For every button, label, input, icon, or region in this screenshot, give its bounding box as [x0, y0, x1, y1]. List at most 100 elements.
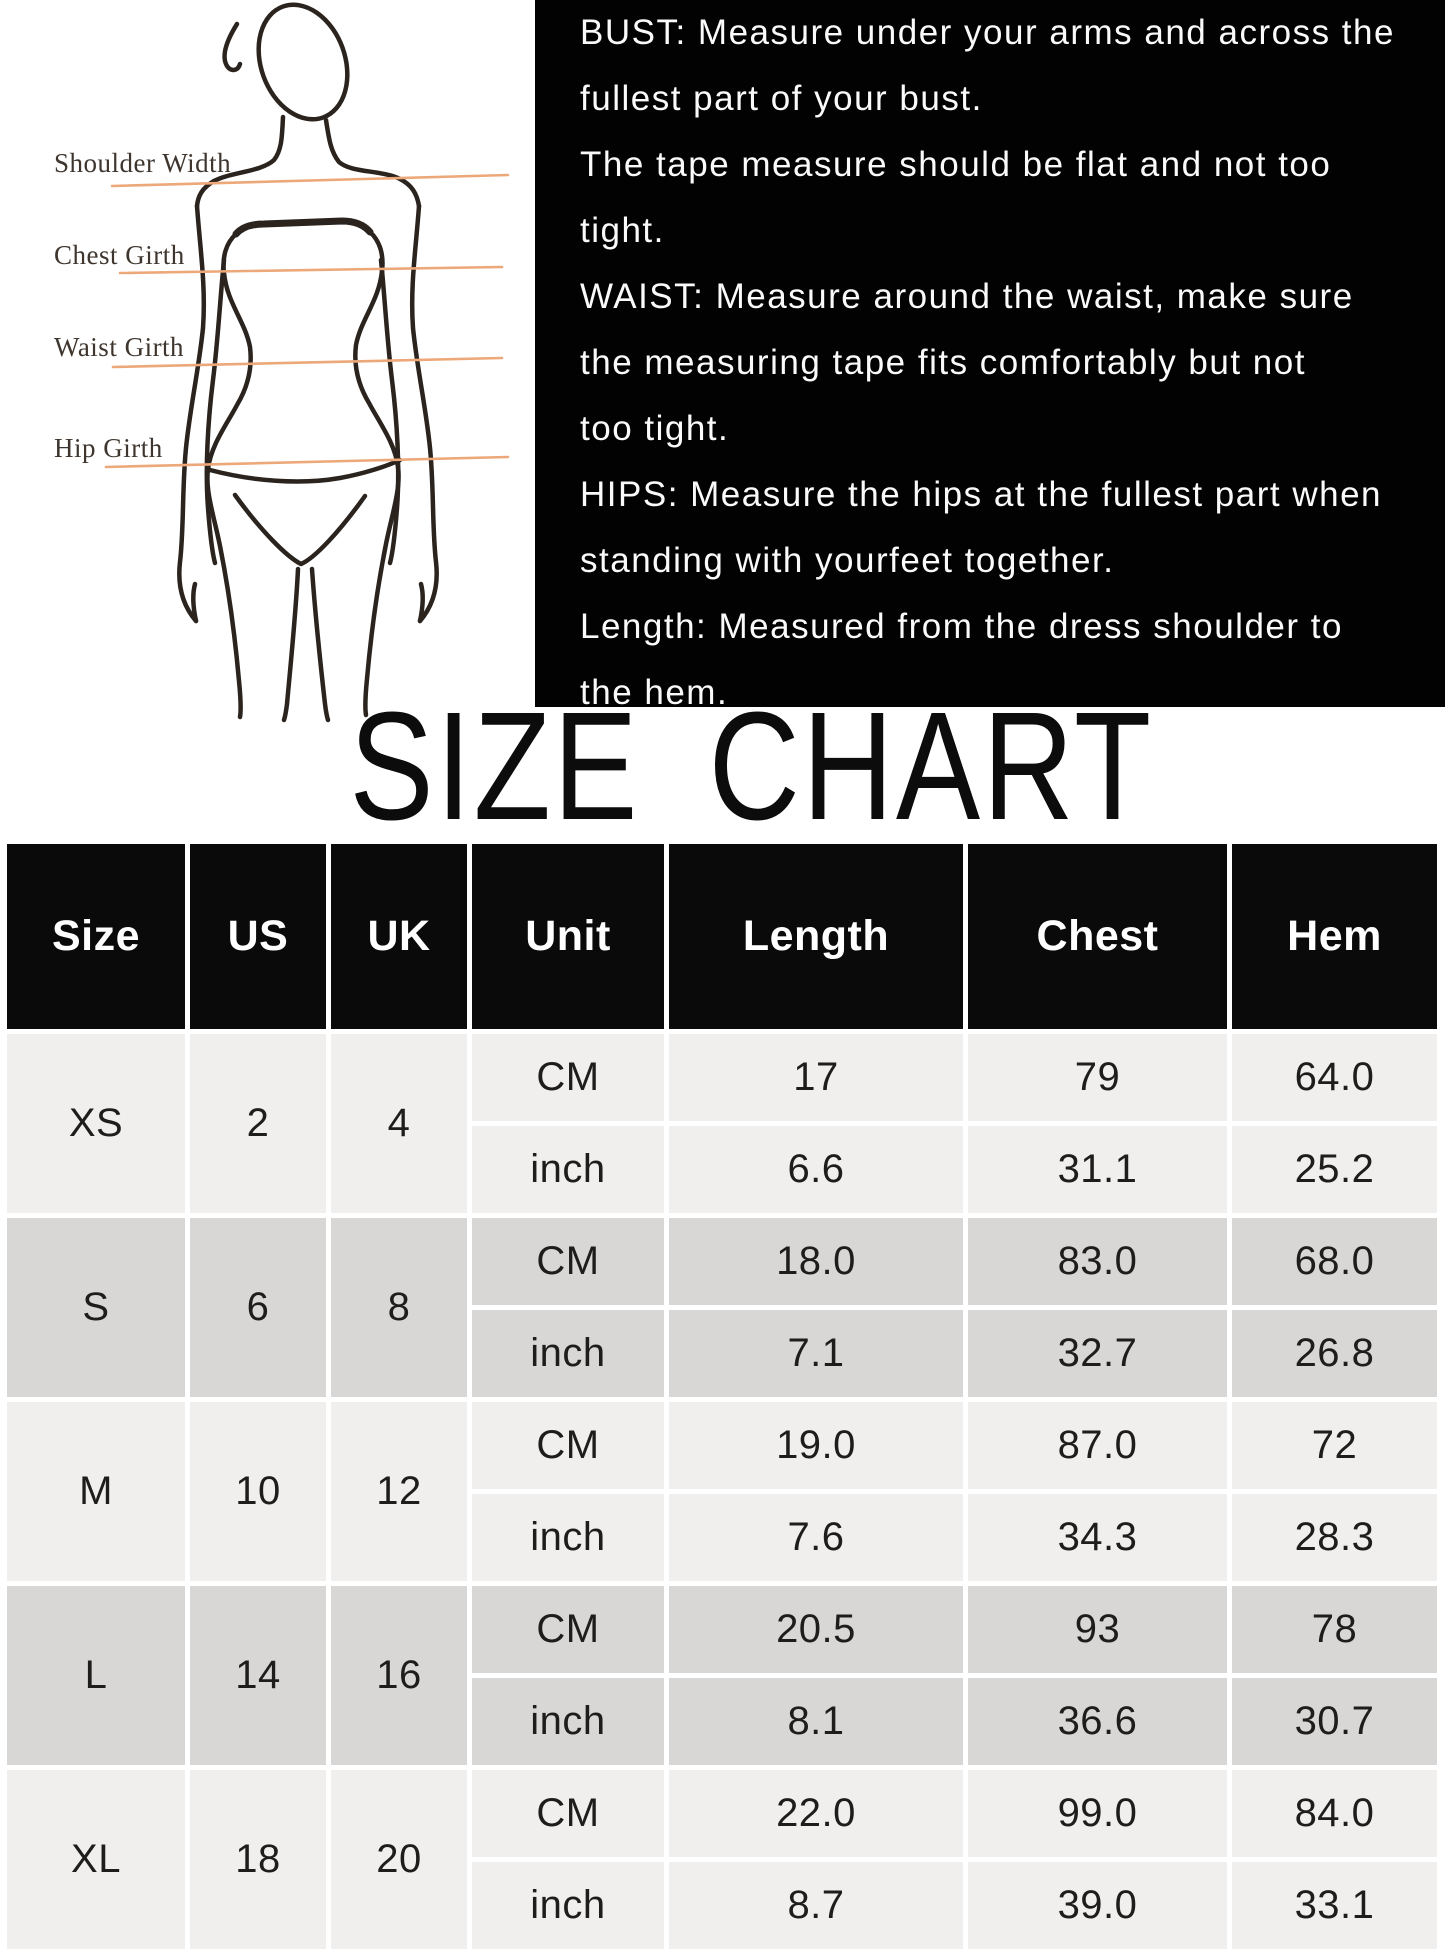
figure-label-chest-girth: Chest Girth	[54, 240, 185, 270]
uk-size-cell: 8	[331, 1218, 467, 1397]
cm-value-cell: 64.0	[1232, 1034, 1437, 1121]
measuring-instructions-panel: BUST: Measure under your arms and across…	[535, 0, 1445, 707]
cm-value-cell: 99.0	[968, 1770, 1227, 1857]
head-outline	[256, 2, 350, 122]
hip-measure-line	[104, 455, 510, 469]
column-header-length: Length	[669, 844, 963, 1029]
size-cell: XL	[7, 1770, 185, 1949]
unit-cm-cell: CM	[472, 1402, 664, 1489]
right-arm-outer	[409, 203, 439, 624]
us-size-cell: 18	[190, 1770, 326, 1949]
instruction-line: too tight.	[580, 409, 730, 448]
us-size-cell: 14	[190, 1586, 326, 1765]
right-leg-inner	[309, 566, 331, 723]
left-leg-inner	[281, 566, 301, 723]
left-arm-inner	[204, 257, 227, 566]
inch-value-cell: 36.6	[968, 1678, 1227, 1765]
instruction-line: the hem.	[580, 673, 729, 707]
unit-inch-cell: inch	[472, 1494, 664, 1581]
neck-right-shoulder	[323, 117, 422, 209]
unit-cm-cell: CM	[472, 1586, 664, 1673]
cm-value-cell: 93	[968, 1586, 1227, 1673]
inch-value-cell: 33.1	[1232, 1862, 1437, 1949]
cm-value-cell: 17	[669, 1034, 963, 1121]
cm-value-cell: 22.0	[669, 1770, 963, 1857]
inch-value-cell: 34.3	[968, 1494, 1227, 1581]
size-table: Size US UK Unit Length Chest Hem XS 2 4 CM 17 79 64.…	[2, 839, 1442, 1954]
left-hand	[190, 581, 199, 624]
waist-measure-line	[111, 356, 504, 369]
cm-value-cell: 19.0	[669, 1402, 963, 1489]
inch-value-cell: 32.7	[968, 1310, 1227, 1397]
us-size-cell: 6	[190, 1218, 326, 1397]
inch-value-cell: 28.3	[1232, 1494, 1437, 1581]
cm-value-cell: 78	[1232, 1586, 1437, 1673]
cm-value-cell: 79	[968, 1034, 1227, 1121]
figure-label-waist-girth: Waist Girth	[54, 332, 185, 362]
inch-value-cell: 39.0	[968, 1862, 1227, 1949]
shoulder-measure-line	[110, 173, 510, 188]
unit-inch-cell: inch	[472, 1862, 664, 1949]
column-header-us: US	[190, 844, 326, 1029]
cm-value-cell: 18.0	[669, 1218, 963, 1305]
instruction-line: standing with yourfeet together.	[580, 541, 1115, 580]
instruction-line: fullest part of your bust.	[580, 79, 983, 118]
cm-value-cell: 72	[1232, 1402, 1437, 1489]
uk-size-cell: 16	[331, 1586, 467, 1765]
chest-measure-line	[118, 265, 504, 275]
inch-value-cell: 6.6	[669, 1126, 963, 1213]
column-header-hem: Hem	[1232, 844, 1437, 1029]
hair-strand	[222, 21, 243, 73]
cm-value-cell: 68.0	[1232, 1218, 1437, 1305]
instruction-line: the measuring tape fits comfortably but …	[580, 343, 1306, 382]
size-cell: XS	[7, 1034, 185, 1213]
uk-size-cell: 4	[331, 1034, 467, 1213]
instruction-line: Length: Measured from the dress shoulder…	[580, 607, 1343, 646]
measurement-diagram: Shoulder Width Chest Girth Waist Girth H…	[0, 0, 535, 730]
unit-cm-cell: CM	[472, 1770, 664, 1857]
instruction-line: WAIST: Measure around the waist, make su…	[580, 277, 1354, 316]
inch-value-cell: 30.7	[1232, 1678, 1437, 1765]
inch-value-cell: 25.2	[1232, 1126, 1437, 1213]
inch-value-cell: 8.1	[669, 1678, 963, 1765]
hip-line	[207, 457, 403, 484]
cm-value-cell: 84.0	[1232, 1770, 1437, 1857]
page-title: SIZE CHART	[349, 680, 1154, 852]
neck-left-shoulder	[194, 114, 286, 209]
figure-label-shoulder-width: Shoulder Width	[54, 148, 232, 178]
uk-size-cell: 20	[331, 1770, 467, 1949]
right-arm-inner	[378, 257, 401, 566]
instruction-line: The tape measure should be flat and not …	[580, 145, 1332, 184]
instruction-line: BUST: Measure under your arms and across…	[580, 13, 1395, 52]
bodice-top	[232, 217, 374, 238]
instruction-line: HIPS: Measure the hips at the fullest pa…	[580, 475, 1382, 514]
cm-value-cell: 83.0	[968, 1218, 1227, 1305]
left-arm-outer	[177, 203, 207, 624]
column-header-size: Size	[7, 844, 185, 1029]
unit-cm-cell: CM	[472, 1218, 664, 1305]
column-header-unit: Unit	[472, 844, 664, 1029]
cm-value-cell: 20.5	[669, 1586, 963, 1673]
size-cell: L	[7, 1586, 185, 1765]
inch-value-cell: 31.1	[968, 1126, 1227, 1213]
figure-label-hip-girth: Hip Girth	[54, 433, 163, 463]
torso-right-leg	[353, 229, 401, 718]
crotch-line	[232, 492, 368, 567]
body-sketch	[104, 2, 510, 723]
us-size-cell: 2	[190, 1034, 326, 1213]
inch-value-cell: 7.6	[669, 1494, 963, 1581]
right-hand	[417, 581, 426, 624]
us-size-cell: 10	[190, 1402, 326, 1581]
size-cell: M	[7, 1402, 185, 1581]
uk-size-cell: 12	[331, 1402, 467, 1581]
column-header-uk: UK	[331, 844, 467, 1029]
inch-value-cell: 26.8	[1232, 1310, 1437, 1397]
torso-left-leg	[205, 231, 253, 720]
unit-cm-cell: CM	[472, 1034, 664, 1121]
unit-inch-cell: inch	[472, 1310, 664, 1397]
unit-inch-cell: inch	[472, 1678, 664, 1765]
cm-value-cell: 87.0	[968, 1402, 1227, 1489]
column-header-chest: Chest	[968, 844, 1227, 1029]
instruction-line: tight.	[580, 211, 665, 250]
